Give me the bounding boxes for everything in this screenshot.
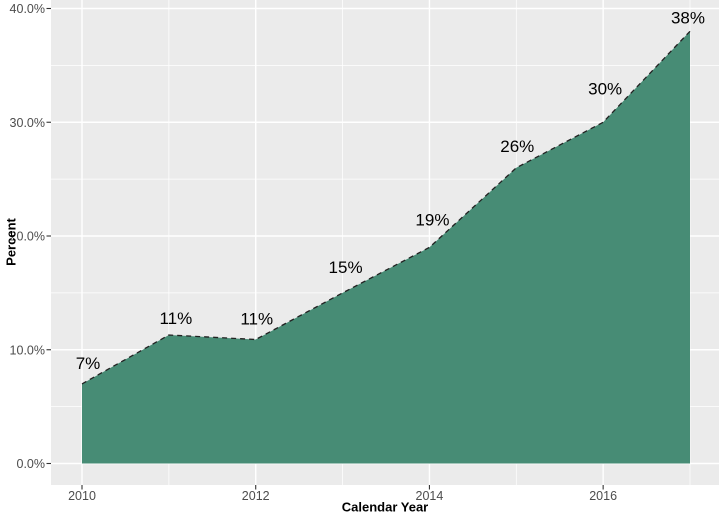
data-point-label: 19% [415,210,449,229]
x-tick-label: 2012 [242,489,270,503]
y-tick-label: 40.0% [10,2,45,16]
x-tick-label: 2010 [68,489,96,503]
data-point-label: 38% [671,8,705,27]
series-line-dashed [81,30,691,385]
x-tick-label: 2016 [589,489,617,503]
data-point-label: 30% [588,79,622,98]
y-axis-title: Percent [3,218,19,266]
y-tick-label: 10.0% [10,343,45,357]
x-tick-label: 2014 [416,489,444,503]
y-tick-label: 20.0% [10,230,45,244]
data-point-label: 26% [500,137,534,156]
area-series [82,31,690,464]
y-tick-label: 30.0% [10,116,45,130]
data-point-label: 11% [159,309,192,328]
data-point-label: 11% [240,310,273,329]
y-tick-label: 0.0% [17,457,46,471]
data-point-label: 7% [76,354,101,373]
data-point-label: 15% [329,258,363,277]
x-axis-title: Calendar Year [341,499,429,515]
